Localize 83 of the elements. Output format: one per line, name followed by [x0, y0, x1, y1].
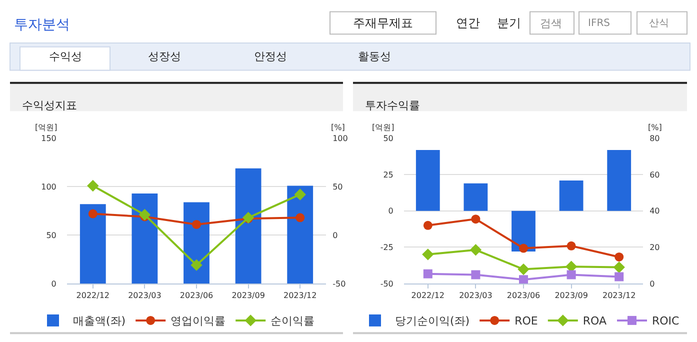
legend-label: 매출액(좌) [73, 314, 126, 328]
y-tick-label: 50 [46, 230, 56, 240]
text: 활동성 [358, 50, 391, 63]
x-tick-label: 2023/06 [180, 291, 214, 300]
text: 수익성 [49, 50, 82, 63]
text: 분기 [497, 16, 521, 30]
x-tick-label: 2023/03 [128, 291, 162, 300]
text: 주재무제표 [353, 16, 413, 30]
y2-tick-label: 0 [332, 230, 338, 240]
y-axis-title: [억원] [35, 123, 58, 132]
bar [464, 183, 488, 211]
point [471, 214, 480, 224]
point [190, 259, 202, 271]
bar [132, 194, 158, 284]
point [294, 188, 306, 200]
text: 검색 [540, 17, 562, 30]
y-tick-label: -25 [380, 242, 394, 252]
y2-tick-label: 40 [650, 206, 660, 216]
y2-tick-label: 60 [650, 170, 660, 180]
y2-tick-label: 80 [650, 134, 660, 144]
text: 성장성 [148, 50, 181, 63]
point [87, 180, 99, 192]
point [296, 213, 305, 222]
x-tick-label: 2022/12 [76, 291, 110, 300]
legend-label: 당기순이익(좌) [395, 314, 470, 328]
x-tick-label: 2023/12 [283, 291, 317, 300]
y2-tick-label: -50 [332, 279, 346, 288]
point [614, 252, 624, 262]
point [519, 275, 528, 284]
point [613, 261, 625, 274]
bar [80, 204, 106, 284]
text: 산식 [649, 18, 669, 29]
y-tick-label: 0 [388, 206, 394, 216]
bar [512, 210, 536, 252]
x-tick-label: 2022/12 [411, 291, 445, 300]
y-tick-label: 50 [383, 134, 394, 144]
y2-tick-label: 0 [650, 279, 655, 288]
y2-axis-title: [%] [648, 123, 662, 132]
point [423, 269, 432, 278]
y2-tick-label: 50 [332, 182, 343, 192]
point [423, 220, 432, 230]
x-tick-label: 2023/12 [602, 291, 636, 300]
point [471, 270, 480, 280]
bar [287, 186, 314, 284]
y-tick-label: -50 [380, 279, 394, 288]
bar [235, 168, 262, 284]
legend-label: 영업이익률 [170, 314, 226, 328]
x-tick-label: 2023/03 [459, 291, 492, 300]
point [518, 263, 530, 276]
y2-tick-label: 20 [650, 242, 660, 252]
legend-label: ROA [582, 314, 607, 328]
text: 연간 [456, 16, 480, 30]
point [88, 209, 98, 218]
y-tick-label: 25 [383, 170, 394, 180]
text: IFRS [588, 18, 610, 29]
point [566, 241, 576, 250]
y2-axis-title: [%] [331, 123, 345, 132]
bar [416, 150, 440, 211]
y2-tick-label: 100 [332, 134, 348, 144]
chart-title: 투자수익률 [365, 99, 420, 112]
x-tick-label: 2023/06 [506, 291, 540, 300]
point [192, 220, 201, 229]
text: 안정성 [254, 50, 287, 63]
text: 투자분석 [14, 17, 70, 33]
x-tick-label: 2023/09 [554, 291, 588, 300]
point [470, 244, 482, 256]
bar [559, 180, 584, 211]
y-tick-label: 150 [41, 134, 56, 144]
legend-label: 순이익률 [270, 314, 315, 328]
point [422, 248, 434, 260]
bar [607, 150, 632, 211]
y-tick-label: 100 [41, 182, 56, 192]
y-axis-title: [억원] [372, 123, 394, 132]
point [519, 244, 528, 253]
point [138, 208, 151, 221]
chart-title: 수익성지표 [22, 99, 77, 112]
legend-label: ROIC [652, 314, 680, 328]
x-tick-label: 2023/09 [232, 291, 265, 300]
legend-label: ROE [514, 314, 538, 328]
point [614, 272, 624, 282]
point [566, 270, 576, 280]
y-tick-label: 0 [51, 279, 56, 288]
point [242, 212, 254, 224]
